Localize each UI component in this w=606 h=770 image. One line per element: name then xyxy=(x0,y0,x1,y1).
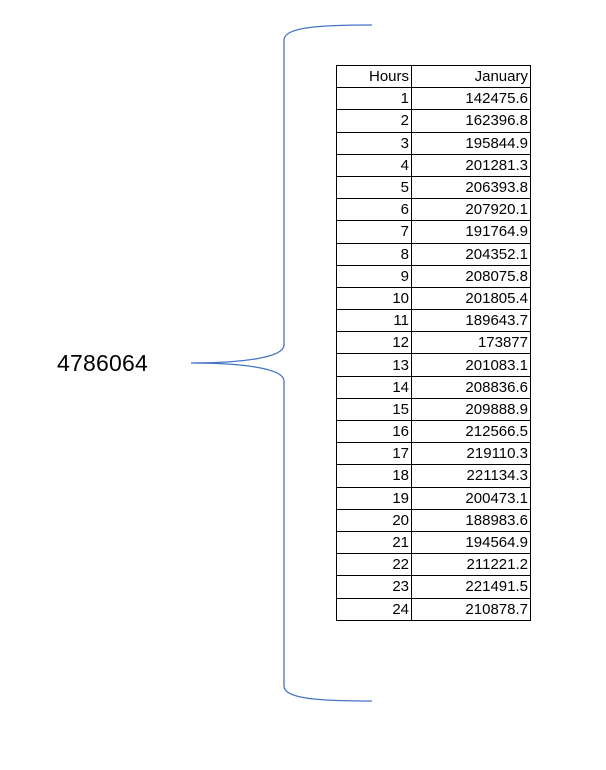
january-value-cell: 162396.8 xyxy=(411,109,531,133)
january-value-cell: 207920.1 xyxy=(411,198,531,222)
table-row: 4 201281.3 xyxy=(336,153,531,177)
hour-cell: 23 xyxy=(336,575,412,599)
january-value-cell: 194564.9 xyxy=(411,530,531,555)
hour-cell: 18 xyxy=(336,464,412,488)
table-row: 15 209888.9 xyxy=(336,397,531,422)
january-value-cell: 204352.1 xyxy=(411,242,531,266)
table-header-row: Hours January xyxy=(336,64,531,89)
january-value-cell: 201281.3 xyxy=(411,153,531,177)
table-row: 17 219110.3 xyxy=(336,442,531,466)
january-value-cell: 201805.4 xyxy=(411,286,531,311)
hour-cell: 2 xyxy=(336,109,412,133)
hour-cell: 22 xyxy=(336,553,412,577)
hour-cell: 3 xyxy=(336,131,412,155)
hour-cell: 1 xyxy=(336,87,412,111)
hour-cell: 12 xyxy=(336,331,412,355)
table-row: 22 211221.2 xyxy=(336,553,531,577)
january-value-cell: 195844.9 xyxy=(411,131,531,155)
january-value-cell: 201083.1 xyxy=(411,353,531,377)
january-value-cell: 206393.8 xyxy=(411,175,531,200)
table-row: 9 208075.8 xyxy=(336,264,531,288)
january-value-cell: 208075.8 xyxy=(411,264,531,288)
brace-path xyxy=(190,24,373,702)
january-value-cell: 191764.9 xyxy=(411,220,531,244)
table-row: 24 210878.7 xyxy=(336,597,531,621)
january-value-cell: 209888.9 xyxy=(411,397,531,422)
hour-cell: 20 xyxy=(336,508,412,532)
january-value-cell: 173877 xyxy=(411,331,531,355)
table-row: 18 221134.3 xyxy=(336,464,531,488)
hourly-data-table: Hours January 1 142475.6 2 162396.8 3 195844.… xyxy=(336,64,531,621)
hour-cell: 16 xyxy=(336,419,412,444)
hour-cell: 14 xyxy=(336,375,412,399)
hour-cell: 24 xyxy=(336,597,412,621)
table-row: 21 194564.9 xyxy=(336,530,531,555)
hour-cell: 9 xyxy=(336,264,412,288)
hour-cell: 21 xyxy=(336,530,412,555)
table-row: 1 142475.6 xyxy=(336,87,531,111)
table-row: 8 204352.1 xyxy=(336,242,531,266)
hour-cell: 10 xyxy=(336,286,412,311)
table-row: 6 207920.1 xyxy=(336,198,531,222)
january-value-cell: 208836.6 xyxy=(411,375,531,399)
table-row: 12 173877 xyxy=(336,331,531,355)
hour-cell: 6 xyxy=(336,198,412,222)
january-value-cell: 189643.7 xyxy=(411,309,531,333)
table-row: 7 191764.9 xyxy=(336,220,531,244)
table-row: 11 189643.7 xyxy=(336,309,531,333)
january-value-cell: 211221.2 xyxy=(411,553,531,577)
table-row: 5 206393.8 xyxy=(336,175,531,200)
total-value: 4786064 xyxy=(57,350,148,376)
january-value-cell: 212566.5 xyxy=(411,419,531,444)
january-value-cell: 142475.6 xyxy=(411,87,531,111)
january-value-cell: 221134.3 xyxy=(411,464,531,488)
hour-cell: 17 xyxy=(336,442,412,466)
table-row: 13 201083.1 xyxy=(336,353,531,377)
january-value-cell: 210878.7 xyxy=(411,597,531,621)
january-value-cell: 200473.1 xyxy=(411,486,531,510)
hour-cell: 7 xyxy=(336,220,412,244)
table-row: 10 201805.4 xyxy=(336,286,531,311)
table-row: 23 221491.5 xyxy=(336,575,531,599)
header-hours: Hours xyxy=(336,64,412,89)
table-row: 14 208836.6 xyxy=(336,375,531,399)
table-row: 19 200473.1 xyxy=(336,486,531,510)
table-row: 3 195844.9 xyxy=(336,131,531,155)
table-row: 16 212566.5 xyxy=(336,419,531,444)
table-row: 2 162396.8 xyxy=(336,109,531,133)
hour-cell: 5 xyxy=(336,175,412,200)
hour-cell: 15 xyxy=(336,397,412,422)
header-january: January xyxy=(411,64,531,89)
hour-cell: 13 xyxy=(336,353,412,377)
hour-cell: 11 xyxy=(336,309,412,333)
hour-cell: 4 xyxy=(336,153,412,177)
january-value-cell: 188983.6 xyxy=(411,508,531,532)
hour-cell: 8 xyxy=(336,242,412,266)
table-body: 1 142475.6 2 162396.8 3 195844.9 4 201281.3 5 206… xyxy=(336,87,531,621)
table-row: 20 188983.6 xyxy=(336,508,531,532)
hour-cell: 19 xyxy=(336,486,412,510)
january-value-cell: 219110.3 xyxy=(411,442,531,466)
january-value-cell: 221491.5 xyxy=(411,575,531,599)
